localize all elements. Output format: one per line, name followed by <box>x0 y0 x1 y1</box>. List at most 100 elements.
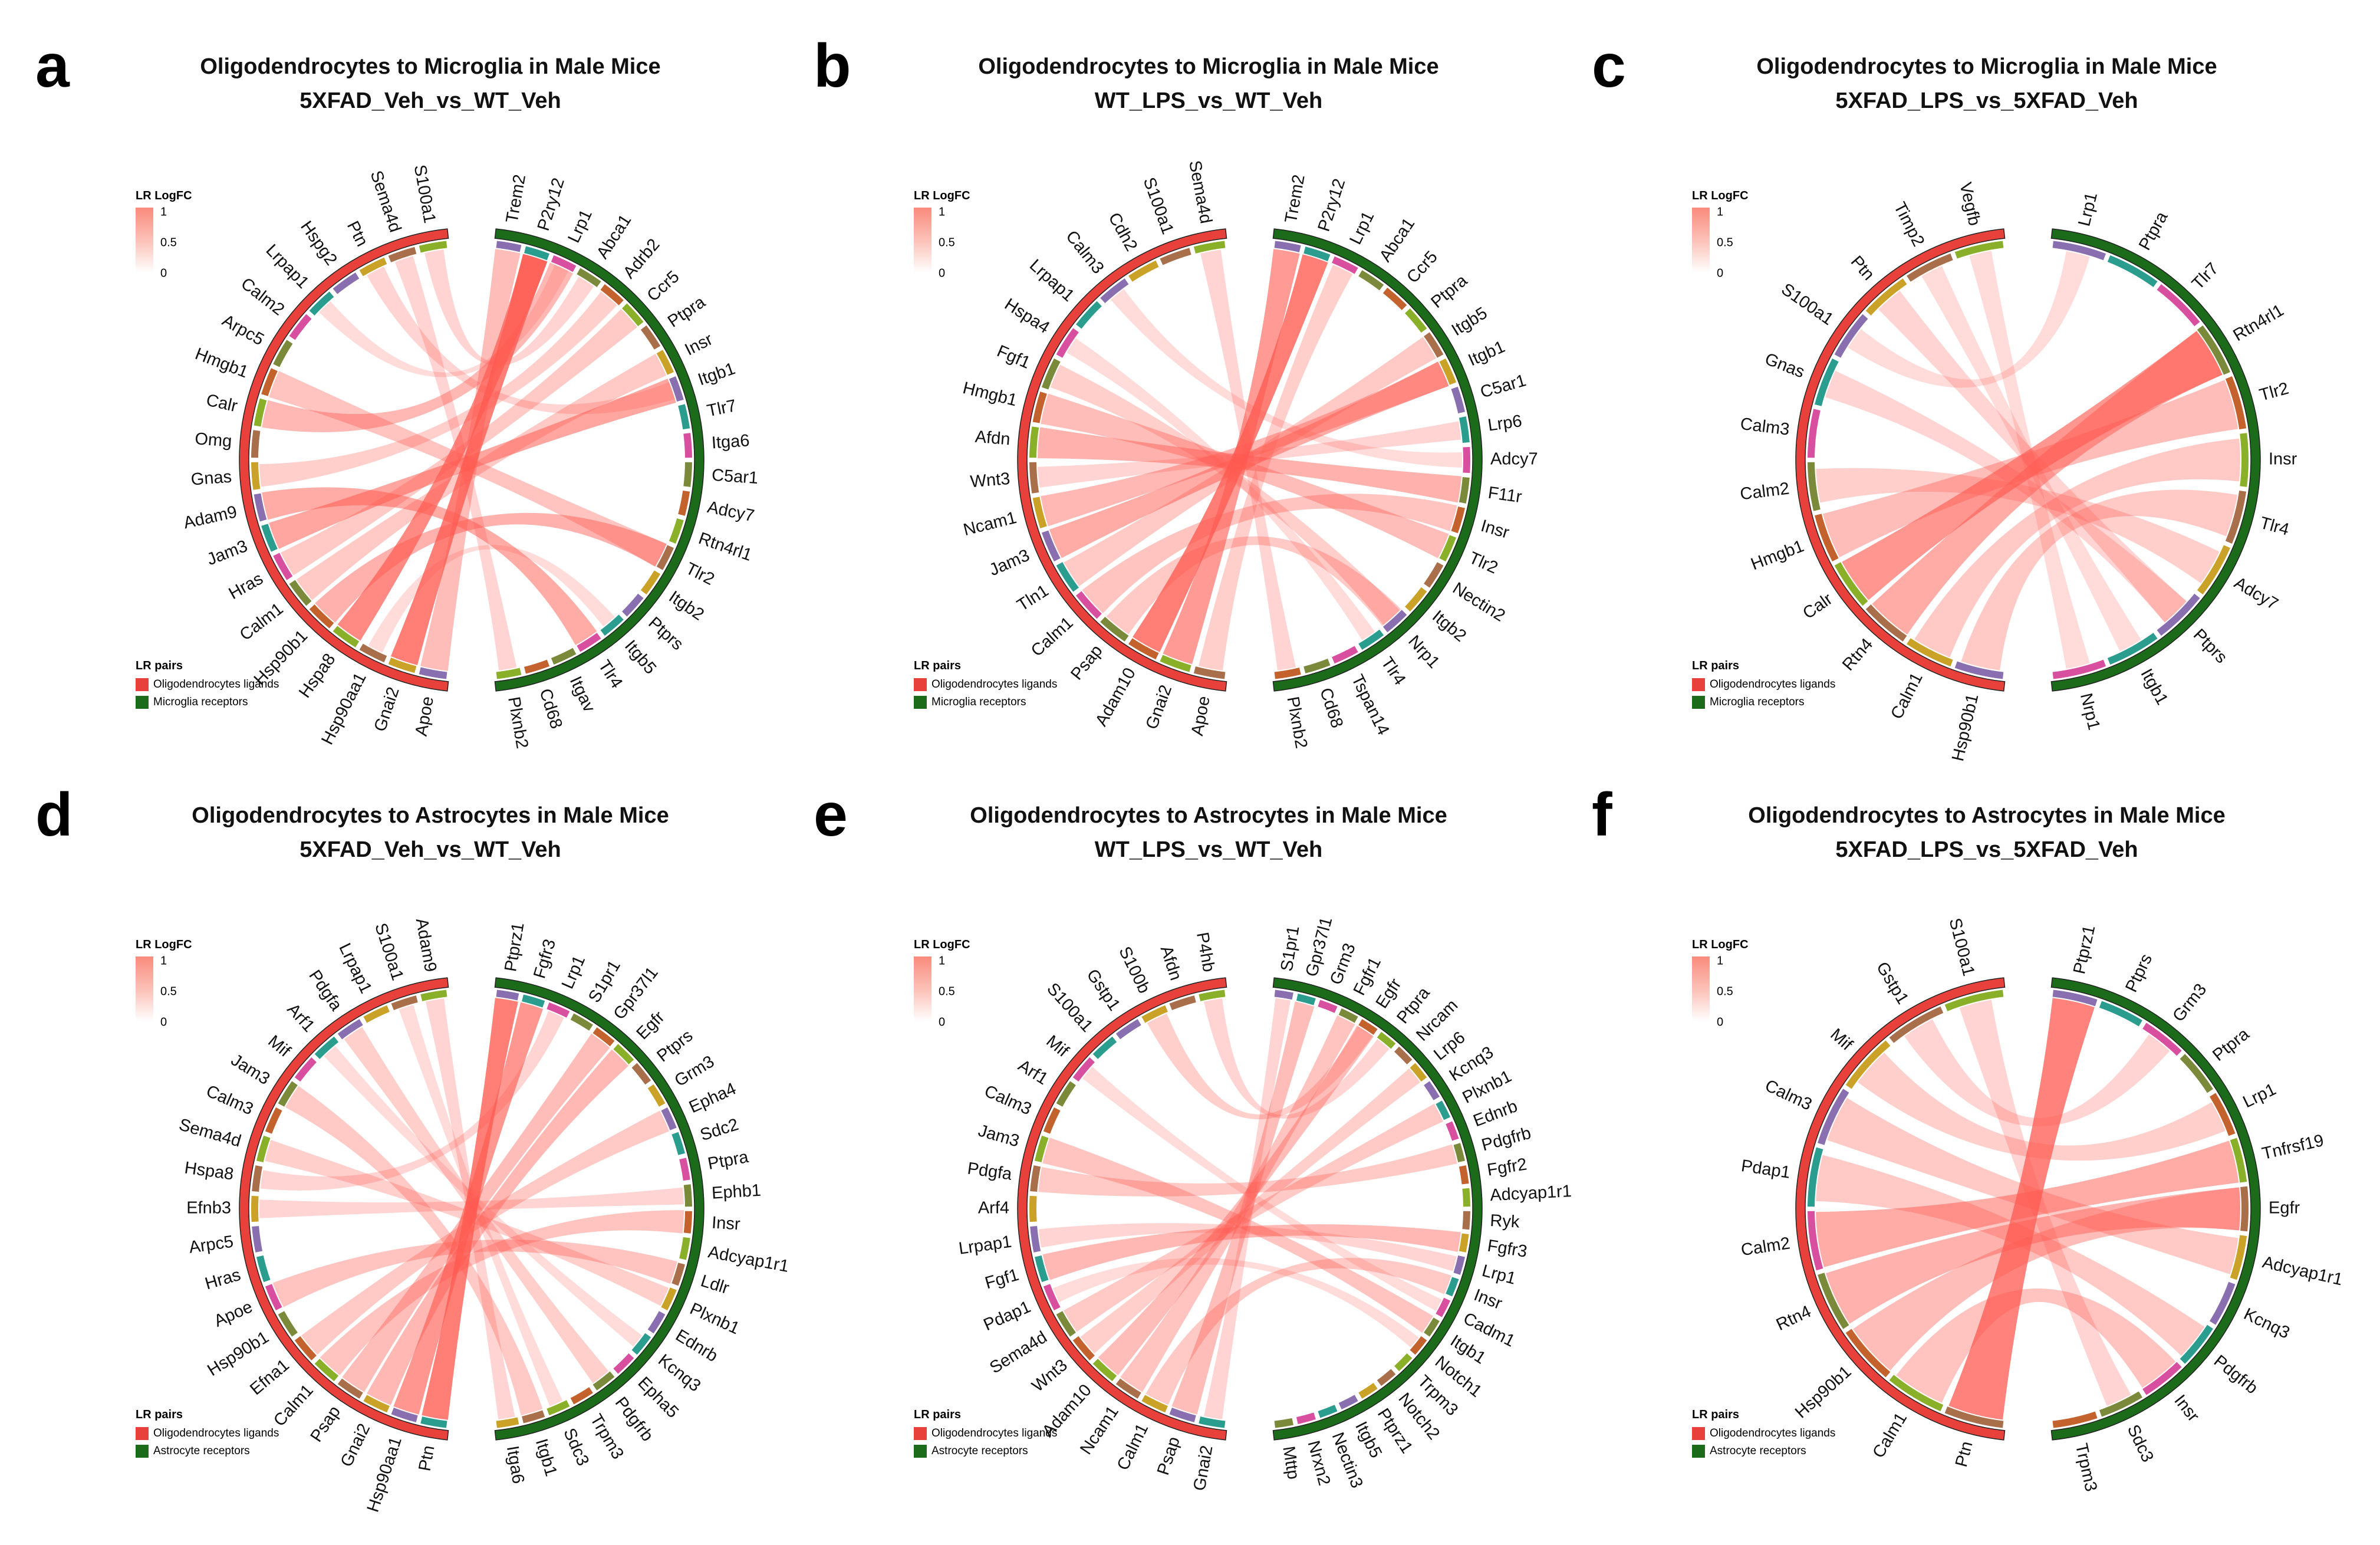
receptor-label: Lrp1 <box>558 953 589 992</box>
receptor-sector <box>1436 1297 1451 1317</box>
ligand-sector <box>1907 638 1953 667</box>
receptor-label: Adcy7 <box>706 498 756 525</box>
logfc-tick: 1 <box>160 205 167 218</box>
receptor-sector <box>2209 1093 2236 1136</box>
receptor-sector <box>2230 1138 2247 1183</box>
receptor-label: Itgav <box>566 673 599 715</box>
ligand-label: Calr <box>205 390 239 416</box>
receptor-label: Ldlr <box>699 1271 732 1298</box>
chord-link <box>1858 1053 2226 1161</box>
receptor-label: Lrp1 <box>564 207 596 246</box>
receptor-sector <box>683 433 692 458</box>
receptor-group-band <box>1272 228 1483 692</box>
logfc-color-bar <box>1692 208 1710 272</box>
receptor-label: Itgb2 <box>1428 607 1470 646</box>
ligand-sector <box>1169 1408 1196 1422</box>
ligand-sector <box>391 995 418 1010</box>
ligand-sector <box>265 1107 282 1134</box>
ligand-group-band <box>1795 228 2006 692</box>
receptor-sector <box>656 350 674 375</box>
receptor-sector <box>1424 1317 1440 1337</box>
logfc-tick: 0 <box>160 1015 167 1028</box>
ligand-label: Wnt3 <box>969 469 1010 491</box>
ligand-label: Omg <box>194 429 232 451</box>
chord-link <box>1063 1103 1444 1332</box>
chord-link <box>259 1187 684 1218</box>
chart-title: Oligodendrocytes to Microglia in Male Mi… <box>200 54 661 79</box>
ligand-label: Pdgfa <box>966 1159 1013 1184</box>
ligand-label: Hsp90b1 <box>1792 1362 1855 1422</box>
ligand-sector <box>1041 530 1061 562</box>
receptor-sector <box>1358 270 1384 291</box>
receptor-sector <box>1424 332 1444 358</box>
ligand-sector <box>1889 1375 1944 1412</box>
chord-link <box>1872 331 2223 635</box>
receptor-sector <box>2180 1054 2213 1093</box>
receptor-sector <box>2209 1281 2236 1325</box>
receptor-label: Sdc3 <box>559 1425 592 1468</box>
receptor-label: Cd68 <box>535 686 565 731</box>
receptor-sector <box>1332 646 1358 664</box>
chord-link <box>1042 1138 1433 1333</box>
chord-link <box>1825 370 2187 623</box>
receptor-label: Lrp1 <box>1480 1261 1517 1288</box>
ligand-sector <box>261 368 278 396</box>
panel-letter: b <box>814 32 851 100</box>
lr-pairs-legend-title: LR pairs <box>914 659 961 672</box>
ligand-label: Fgf1 <box>983 1265 1021 1293</box>
ligand-label: Psap <box>1154 1435 1184 1478</box>
receptor-sector <box>1459 416 1470 443</box>
chord-link <box>1171 1001 1315 1415</box>
receptor-label: Insr <box>1472 1286 1505 1313</box>
receptor-label: P2ry12 <box>1315 176 1349 234</box>
chord-link <box>1204 998 1390 1119</box>
chord-link <box>1066 338 1375 640</box>
receptor-sector <box>1424 562 1444 588</box>
receptor-label: Ptprs <box>2122 951 2156 995</box>
receptor-label: Adcy7 <box>2231 573 2282 614</box>
ligand-sector <box>1029 426 1039 458</box>
receptor-sector <box>1459 1233 1469 1253</box>
receptor-sector <box>551 647 577 665</box>
ligand-label: Calm2 <box>1739 479 1790 504</box>
ligand-label: Mif <box>264 1032 294 1061</box>
lr-pairs-legend-title: LR pairs <box>914 1408 961 1421</box>
chord-links <box>259 998 684 1420</box>
ligand-label: Calm3 <box>1739 415 1790 439</box>
chord-link <box>1038 1223 1457 1271</box>
receptor-group-band <box>2050 977 2261 1441</box>
ligand-label: Gnai2 <box>1143 682 1176 732</box>
ligand-label: Gnas <box>190 468 232 489</box>
chord-link <box>399 1004 563 1406</box>
receptor-label: Trem2 <box>502 173 529 225</box>
receptor-sector <box>2225 490 2247 544</box>
chord-link <box>1822 380 2239 558</box>
ligand-label: Calm2 <box>1740 1234 1792 1260</box>
chord-link <box>262 262 573 433</box>
receptor-sector <box>496 668 522 679</box>
ligand-group-band <box>1795 977 2006 1441</box>
lr-pairs-swatch <box>914 678 927 691</box>
panel-letter: a <box>35 32 70 100</box>
ligand-sector <box>333 626 360 647</box>
receptor-sector <box>631 1333 651 1355</box>
chord-diagram: S100a1Sema4dPtnHspg2Lrpap1Calm2Arpc5Hmgb… <box>136 163 759 750</box>
chord-diagram: S100a1 Gstp1 Mif Calm3 Pdap1 Calm2 Rtn4 Hsp90b1… <box>1692 916 2345 1493</box>
ligand-label: Afdn <box>1157 944 1186 983</box>
chord-links <box>1038 249 1462 671</box>
panel-letter: d <box>35 781 73 849</box>
chord-link <box>1064 337 1437 587</box>
chord-link <box>1120 1015 1355 1392</box>
logfc-legend-title: LR LogFC <box>1692 938 1749 951</box>
receptor-sector <box>2142 1362 2182 1395</box>
ligand-label: Pdgfa <box>305 967 345 1014</box>
receptor-sector <box>1382 287 1407 310</box>
receptor-sector <box>524 659 550 674</box>
ligand-label: Hspg2 <box>297 218 341 269</box>
chord-link <box>1147 1013 1373 1120</box>
ligand-sector <box>1808 1147 1823 1207</box>
receptor-label: S1pr1 <box>585 957 624 1006</box>
ligand-sector <box>333 272 360 294</box>
lr-pairs-legend-title: LR pairs <box>136 1408 183 1421</box>
